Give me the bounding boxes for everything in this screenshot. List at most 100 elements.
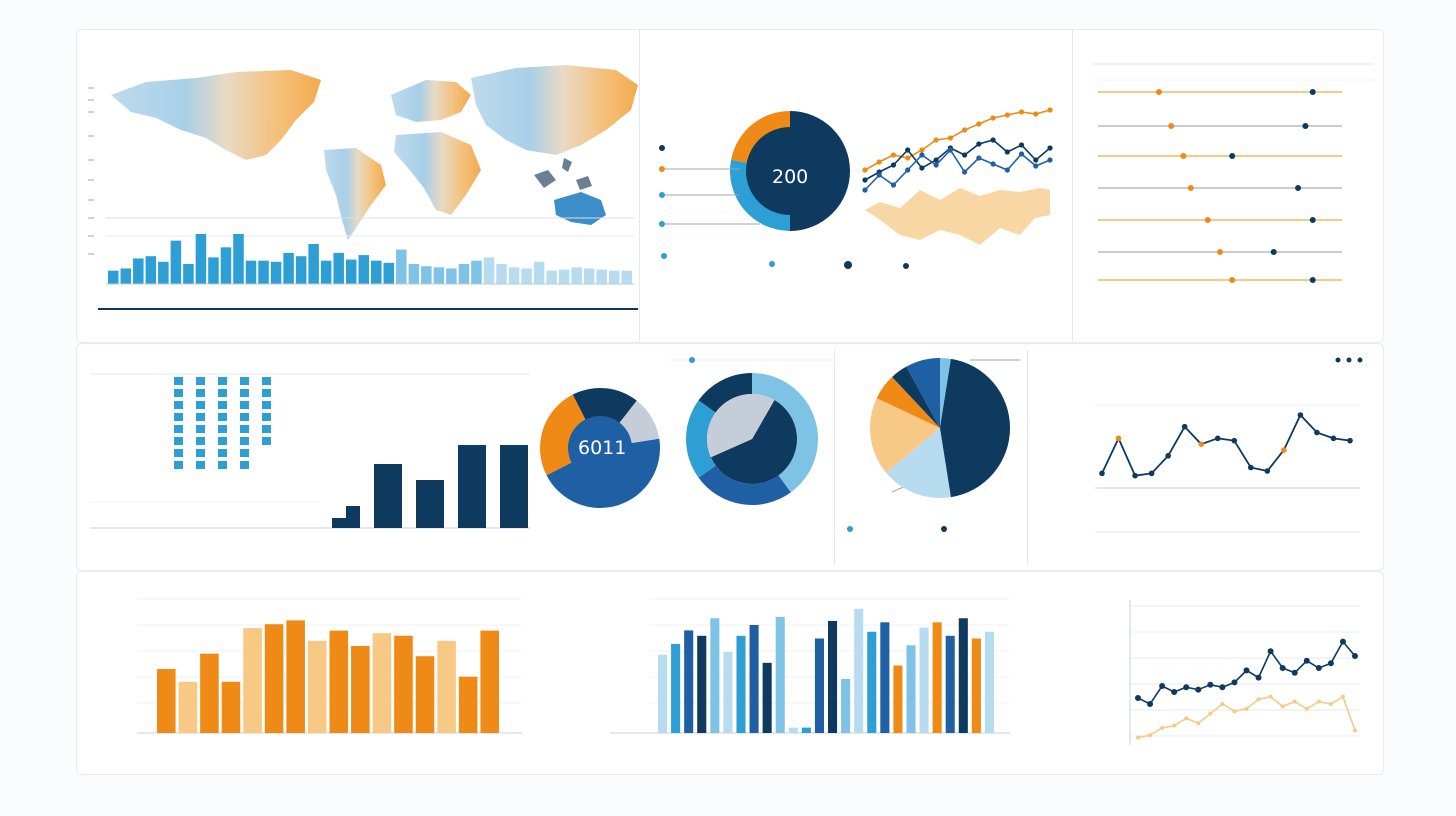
north-america-shape	[111, 70, 321, 160]
range-handle	[1309, 89, 1316, 95]
line-point	[1171, 689, 1178, 695]
line-point	[962, 169, 968, 175]
map-bar	[433, 267, 445, 284]
tile-cell	[262, 425, 271, 433]
map-bar	[183, 264, 194, 284]
blue-bar	[801, 727, 811, 733]
orange-bar	[221, 681, 241, 733]
map-bar	[533, 261, 545, 284]
line-point	[1018, 151, 1025, 157]
tile-cell	[174, 401, 183, 409]
line-point	[933, 137, 939, 143]
map-bar	[371, 260, 382, 284]
tile-cell	[196, 449, 205, 457]
south-america-shape	[324, 148, 386, 240]
line-point	[1198, 441, 1204, 447]
line-point	[1232, 709, 1237, 714]
tile-cell	[174, 425, 183, 433]
divider	[1027, 350, 1028, 565]
map-bar	[508, 267, 520, 284]
legend-dot	[844, 261, 852, 269]
legend-dot	[661, 253, 667, 259]
blue-bar	[762, 662, 772, 733]
tile-cell	[196, 413, 205, 421]
top-donut-group	[730, 111, 850, 231]
blue-bar	[945, 635, 955, 733]
top-donut-value: 200	[772, 166, 809, 188]
orange-bar	[480, 630, 499, 733]
line-point	[1291, 669, 1298, 676]
blue-bar	[684, 630, 694, 733]
map-bar	[383, 262, 395, 284]
line-point	[1267, 648, 1274, 655]
orange-bar	[286, 620, 305, 733]
mid-donut-chart	[540, 388, 660, 509]
line-point	[1244, 706, 1249, 711]
tile-cell	[196, 437, 205, 445]
line-point	[1208, 711, 1213, 716]
line-point	[962, 127, 968, 133]
blue-bar	[658, 654, 668, 733]
map-bar	[208, 257, 219, 284]
menu-dot[interactable]	[1346, 357, 1352, 363]
range-handle	[1302, 123, 1309, 129]
africa-shape	[394, 132, 481, 215]
line-point	[905, 147, 911, 153]
range-handle	[1309, 217, 1316, 223]
line-point	[1135, 695, 1141, 701]
map-bar	[596, 269, 607, 284]
line-point	[933, 157, 939, 163]
map-bar	[471, 260, 482, 284]
line-point	[1147, 701, 1154, 707]
orange-bar	[415, 656, 435, 733]
tile-cell	[240, 437, 249, 445]
tile-cell	[218, 449, 227, 457]
line-point	[1214, 435, 1221, 442]
orange-bar	[351, 645, 370, 733]
line-point	[862, 187, 868, 193]
mid-bar	[416, 480, 444, 528]
island-shape	[562, 158, 572, 172]
line-point	[876, 159, 882, 165]
top-donut-legend	[659, 145, 909, 269]
line-point	[1330, 435, 1337, 442]
orange-bars-group	[157, 620, 499, 733]
map-bar	[546, 270, 557, 284]
line-point	[976, 155, 982, 161]
map-bar	[195, 234, 207, 284]
mid-bars-group	[332, 445, 528, 528]
line-point	[1004, 112, 1010, 118]
line-point	[1219, 684, 1226, 691]
range-handle	[1295, 185, 1302, 191]
map-bar	[245, 260, 257, 284]
menu-dot[interactable]	[1357, 357, 1363, 363]
tile-cell	[262, 413, 271, 421]
bottom-line-chart	[1129, 600, 1360, 745]
menu-dot[interactable]	[1335, 357, 1341, 363]
tile-cell	[262, 377, 271, 385]
tile-cell	[218, 413, 227, 421]
line-point	[1340, 694, 1345, 699]
blue-bar	[697, 635, 707, 733]
ring-pie-group	[686, 373, 818, 505]
tile-cell	[174, 377, 183, 385]
range-handle	[1204, 217, 1211, 223]
line-point	[919, 152, 925, 158]
line-point	[1172, 723, 1177, 728]
line-point	[1165, 453, 1171, 459]
mid-line-group	[1099, 412, 1353, 479]
asia-shape	[471, 65, 638, 155]
orange-bar	[264, 624, 284, 733]
line-point	[1264, 468, 1271, 474]
blue-bar	[958, 618, 968, 733]
line-point	[1315, 665, 1322, 671]
tile-cell	[218, 425, 227, 433]
line-point	[947, 147, 953, 153]
line-point	[976, 121, 982, 127]
legend-dot	[847, 526, 853, 532]
line-point	[1148, 470, 1155, 477]
mid-bar	[374, 464, 402, 528]
line-point	[1018, 142, 1025, 148]
mid-pie-chart	[847, 358, 1020, 532]
map-bar	[583, 268, 595, 284]
